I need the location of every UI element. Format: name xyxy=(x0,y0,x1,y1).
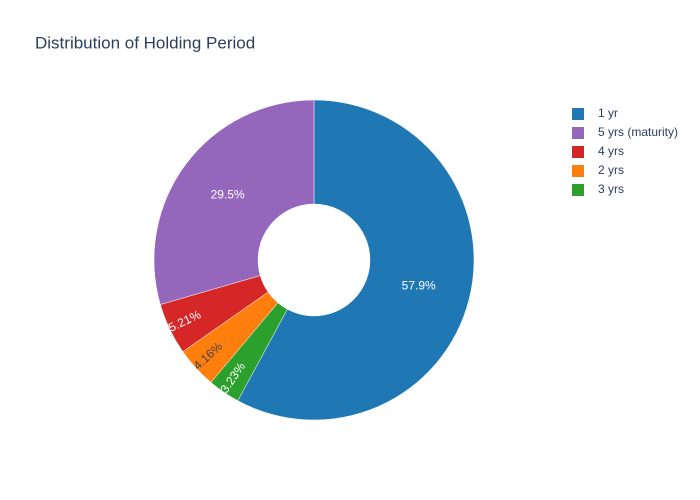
legend-label: 5 yrs (maturity) xyxy=(598,125,678,139)
legend-label: 3 yrs xyxy=(598,182,624,196)
legend-swatch xyxy=(572,165,584,177)
slice-label: 57.9% xyxy=(402,279,436,293)
legend-label: 1 yr xyxy=(598,106,618,120)
legend-label: 4 yrs xyxy=(598,144,624,158)
legend-swatch xyxy=(572,184,584,196)
legend-label: 2 yrs xyxy=(598,163,624,177)
pie-slice xyxy=(237,99,475,421)
legend-swatch xyxy=(572,146,584,158)
slice-label: 29.5% xyxy=(211,187,245,201)
legend-swatch xyxy=(572,108,584,120)
pie-slice xyxy=(153,99,315,305)
legend-swatch xyxy=(572,127,584,139)
chart-title: Distribution of Holding Period xyxy=(35,33,255,52)
pie-slice xyxy=(210,302,288,402)
